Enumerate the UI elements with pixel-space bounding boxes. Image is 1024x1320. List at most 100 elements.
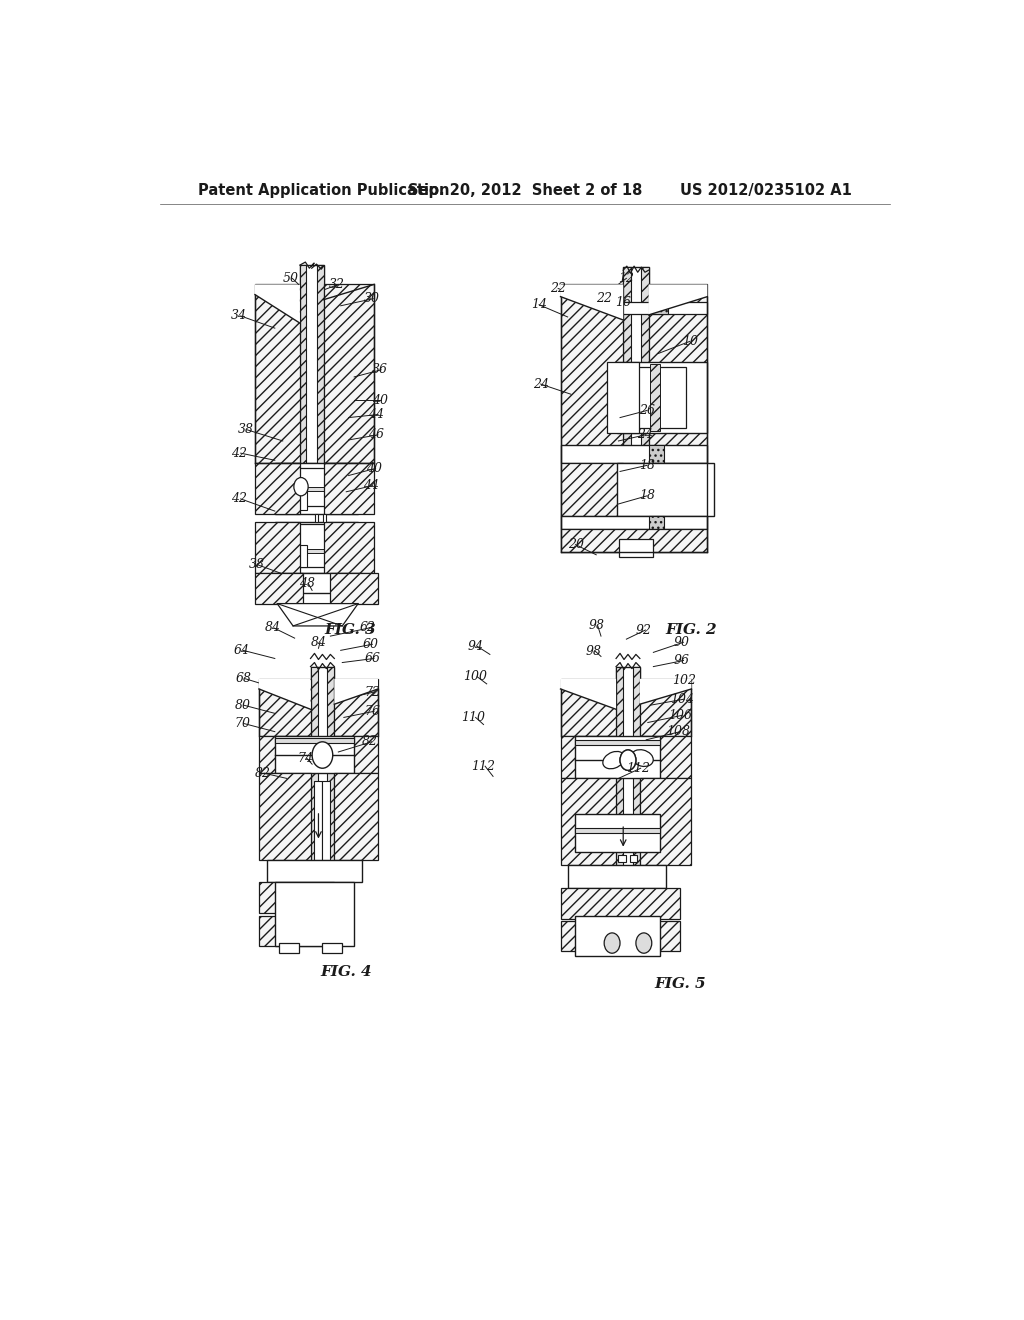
Text: 68: 68 <box>236 672 252 685</box>
Bar <box>274 738 354 743</box>
Text: 110: 110 <box>461 711 485 723</box>
Text: 22: 22 <box>596 292 612 305</box>
Text: FIG. 5: FIG. 5 <box>654 977 707 991</box>
Bar <box>560 516 708 529</box>
Bar <box>279 942 299 953</box>
Polygon shape <box>640 678 691 704</box>
Text: 40: 40 <box>367 462 382 475</box>
Text: 74: 74 <box>297 751 313 764</box>
Bar <box>616 362 708 433</box>
Bar <box>274 549 358 553</box>
Bar <box>255 463 300 515</box>
Bar <box>328 667 334 890</box>
Bar <box>274 463 358 515</box>
Bar <box>324 523 374 573</box>
Text: 72: 72 <box>365 685 381 698</box>
Bar <box>616 463 714 516</box>
Text: 84: 84 <box>310 636 327 648</box>
Text: 46: 46 <box>369 429 384 441</box>
Bar <box>574 814 659 851</box>
Bar <box>291 484 306 510</box>
Text: 24: 24 <box>638 429 653 441</box>
Polygon shape <box>334 678 378 704</box>
Bar <box>270 573 362 594</box>
Bar <box>331 573 378 603</box>
Bar <box>324 463 374 515</box>
Text: 36: 36 <box>372 363 388 376</box>
Text: 38: 38 <box>238 424 254 437</box>
Text: 60: 60 <box>362 638 379 651</box>
Bar <box>640 735 691 779</box>
Bar <box>560 678 616 735</box>
Bar <box>323 781 331 859</box>
Bar <box>324 284 374 463</box>
Text: 82: 82 <box>255 767 271 780</box>
Text: 26: 26 <box>639 404 655 417</box>
Bar <box>334 678 378 735</box>
Text: 98: 98 <box>588 619 604 632</box>
Bar <box>641 267 648 552</box>
Text: 50: 50 <box>283 272 299 285</box>
Bar <box>259 735 310 774</box>
Polygon shape <box>278 603 358 626</box>
Bar <box>650 364 659 430</box>
Bar <box>255 523 300 573</box>
Text: 108: 108 <box>666 725 690 738</box>
Bar <box>315 515 318 523</box>
Bar <box>334 774 378 859</box>
Bar <box>560 445 708 463</box>
Bar <box>633 667 640 952</box>
Bar <box>607 362 639 433</box>
Circle shape <box>604 933 621 953</box>
Bar <box>324 515 327 523</box>
Text: 96: 96 <box>674 653 690 667</box>
Text: 44: 44 <box>362 479 379 492</box>
Bar <box>648 463 708 516</box>
Text: 24: 24 <box>532 378 549 391</box>
Bar <box>624 267 631 552</box>
Bar <box>560 735 616 779</box>
Bar <box>624 302 708 314</box>
Text: 106: 106 <box>668 709 691 722</box>
Text: 22: 22 <box>550 282 566 294</box>
Bar <box>560 463 624 516</box>
Text: 20: 20 <box>567 539 584 552</box>
Bar <box>310 667 334 890</box>
Circle shape <box>294 478 308 496</box>
Text: 112: 112 <box>627 762 650 775</box>
Bar <box>560 888 680 919</box>
Text: 44: 44 <box>369 408 384 421</box>
Text: 12: 12 <box>618 272 635 285</box>
Bar <box>640 779 691 865</box>
Text: FIG. 4: FIG. 4 <box>321 965 372 978</box>
Bar <box>560 779 616 865</box>
Bar <box>560 921 680 952</box>
Polygon shape <box>259 678 310 709</box>
Bar <box>274 735 354 774</box>
Bar <box>259 774 310 859</box>
Bar <box>616 367 686 428</box>
Text: 14: 14 <box>531 298 547 312</box>
Bar <box>267 859 362 882</box>
Text: 104: 104 <box>670 693 694 706</box>
Ellipse shape <box>631 750 653 767</box>
Bar <box>624 267 648 552</box>
Circle shape <box>636 933 652 953</box>
Circle shape <box>312 742 333 768</box>
Polygon shape <box>255 284 300 323</box>
Text: FIG. 2: FIG. 2 <box>666 623 717 638</box>
Bar <box>300 265 324 463</box>
Text: 82: 82 <box>362 735 378 748</box>
Text: FIG. 3: FIG. 3 <box>325 623 376 638</box>
Text: 90: 90 <box>674 636 690 648</box>
Text: 18: 18 <box>639 459 655 471</box>
Text: US 2012/0235102 A1: US 2012/0235102 A1 <box>680 183 852 198</box>
Bar <box>616 667 624 952</box>
Text: 30: 30 <box>364 292 380 305</box>
Text: 80: 80 <box>234 698 250 711</box>
Bar <box>616 667 640 952</box>
Text: 42: 42 <box>231 492 247 506</box>
Bar <box>314 781 323 859</box>
Bar <box>574 916 659 956</box>
Bar <box>291 545 306 568</box>
